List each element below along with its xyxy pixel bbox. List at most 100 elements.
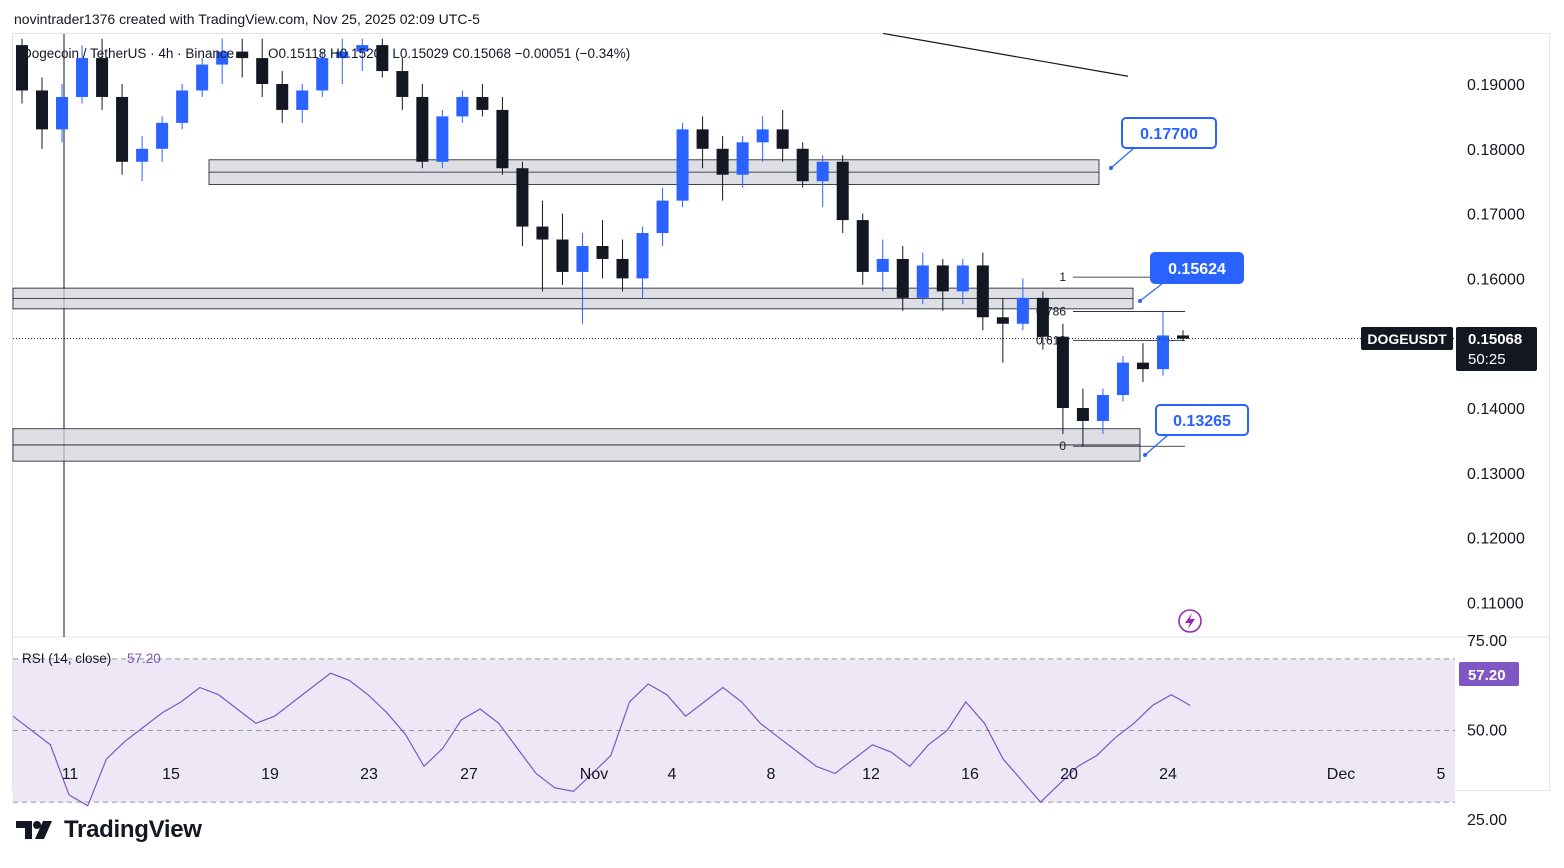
time-tick-label: 16 xyxy=(961,766,979,783)
callout-anchor-dot xyxy=(1138,299,1142,303)
symbol-badge xyxy=(1361,327,1453,350)
candle-body xyxy=(776,129,789,149)
flash-icon[interactable] xyxy=(1178,609,1202,633)
rsi-axis[interactable]: 75.00 50.00 25.00 xyxy=(1467,633,1507,829)
time-tick-label: Dec xyxy=(1327,766,1355,783)
zones-layer xyxy=(12,159,1141,462)
price-tick-label: 0.11000 xyxy=(1467,595,1524,612)
time-tick-label: 8 xyxy=(767,766,776,783)
time-tick-label: 27 xyxy=(460,766,478,783)
callout-box xyxy=(1155,404,1249,436)
time-tick-label: 12 xyxy=(862,766,880,783)
price-tick-label: 0.19000 xyxy=(1467,77,1525,94)
candle-body xyxy=(676,129,689,201)
candle-body xyxy=(556,239,569,272)
candle-body xyxy=(616,258,629,279)
candle-body xyxy=(576,246,589,272)
price-tick-label: 0.18000 xyxy=(1467,142,1525,159)
callout-label: 0.13265 xyxy=(1173,413,1231,430)
candle-body xyxy=(276,84,289,110)
candle-body xyxy=(1036,297,1049,337)
candle-body xyxy=(956,265,969,292)
candle-body xyxy=(456,96,469,117)
candle-body xyxy=(396,71,409,97)
candle-body xyxy=(636,233,649,279)
rsi-badge xyxy=(1459,662,1519,686)
candle-body xyxy=(116,96,129,162)
candle-body xyxy=(176,90,189,123)
candle-body xyxy=(316,58,329,91)
callout-pointer xyxy=(1144,434,1169,456)
candle-body xyxy=(716,148,729,175)
candle-body xyxy=(976,265,989,318)
chart-caption: novintrader1376 created with TradingView… xyxy=(14,11,480,27)
time-tick-label: 19 xyxy=(261,766,279,783)
rsi-label: RSI (14, close) xyxy=(22,651,111,666)
candle-body xyxy=(476,96,489,110)
time-tick-label: 20 xyxy=(1060,766,1078,783)
candle-body xyxy=(296,90,309,110)
callout-pointer xyxy=(1139,282,1164,302)
candle-body xyxy=(896,258,909,298)
candle-body xyxy=(536,226,549,240)
candle-body xyxy=(256,58,269,84)
candle-body xyxy=(596,246,609,259)
time-tick-label: 24 xyxy=(1159,766,1177,783)
time-tick-label: 23 xyxy=(360,766,378,783)
price-badge xyxy=(1456,327,1537,371)
price-axis[interactable]: 0.19000 0.18000 0.17000 0.16000 0.14000 0.130… xyxy=(1467,77,1525,612)
candle-body xyxy=(1156,335,1169,370)
price-tick-label: 0.13000 xyxy=(1467,466,1525,483)
candle-body xyxy=(916,265,929,298)
candle-body xyxy=(56,96,69,130)
legend-ohlc: O0.15118 H0.15201 L0.15029 C0.15068 −0.0… xyxy=(268,46,630,61)
callout-box xyxy=(1121,117,1217,149)
candle-body xyxy=(1016,297,1029,324)
price-badge-value: 0.15068 xyxy=(1468,331,1522,348)
candle-body xyxy=(656,200,669,234)
price-tick-label: 0.16000 xyxy=(1467,271,1525,288)
rsi-badge-text: 57.20 xyxy=(1468,667,1506,684)
candle-body xyxy=(356,45,369,52)
candle-body xyxy=(1056,336,1069,408)
countdown-text: 50:25 xyxy=(1468,351,1506,368)
candle-body xyxy=(936,265,949,292)
time-tick-label: Nov xyxy=(580,766,608,783)
rsi-line xyxy=(12,672,1191,807)
rsi-value-text: 57.20 xyxy=(127,651,161,666)
time-axis[interactable]: 11 15 19 23 27 Nov 4 8 12 16 20 24 Dec 5 xyxy=(62,766,1446,783)
rsi-tick-label: 50.00 xyxy=(1467,723,1507,740)
tradingview-logo[interactable]: TradingView xyxy=(16,816,202,844)
rsi-tick-label: 75.00 xyxy=(1467,633,1507,650)
candle-body xyxy=(216,51,229,65)
candle-body xyxy=(856,220,869,272)
candle-body xyxy=(816,161,829,182)
candle-body xyxy=(36,90,49,130)
callout-anchor-dot xyxy=(1143,453,1147,457)
candle-body xyxy=(796,148,809,182)
candle-body xyxy=(996,317,1009,324)
candle-body xyxy=(696,129,709,149)
legend-symbol: Dogecoin / TetherUS · 4h · Binance xyxy=(22,46,234,61)
candle-body xyxy=(1176,335,1190,339)
candle-body xyxy=(156,122,169,149)
candle-body xyxy=(516,168,529,227)
candle-body xyxy=(836,161,849,221)
candle-body xyxy=(756,129,769,143)
candle-body xyxy=(376,45,389,72)
time-tick-label: 11 xyxy=(62,766,79,783)
candle-body xyxy=(336,51,349,59)
candles-layer xyxy=(15,38,1190,447)
callout-anchor-dot xyxy=(1109,166,1113,170)
fib-level-label: 0 xyxy=(1059,439,1066,453)
callout-box xyxy=(1150,252,1244,284)
candle-body xyxy=(76,58,89,97)
price-tick-label: 0.14000 xyxy=(1467,401,1525,418)
time-tick-label: 5 xyxy=(1437,766,1446,783)
callout-label: 0.17700 xyxy=(1140,126,1198,143)
candle-body xyxy=(416,96,429,162)
symbol-badge-text: DOGEUSDT xyxy=(1367,331,1447,347)
candle-body xyxy=(196,64,209,91)
price-tick-label: 0.12000 xyxy=(1467,531,1525,548)
